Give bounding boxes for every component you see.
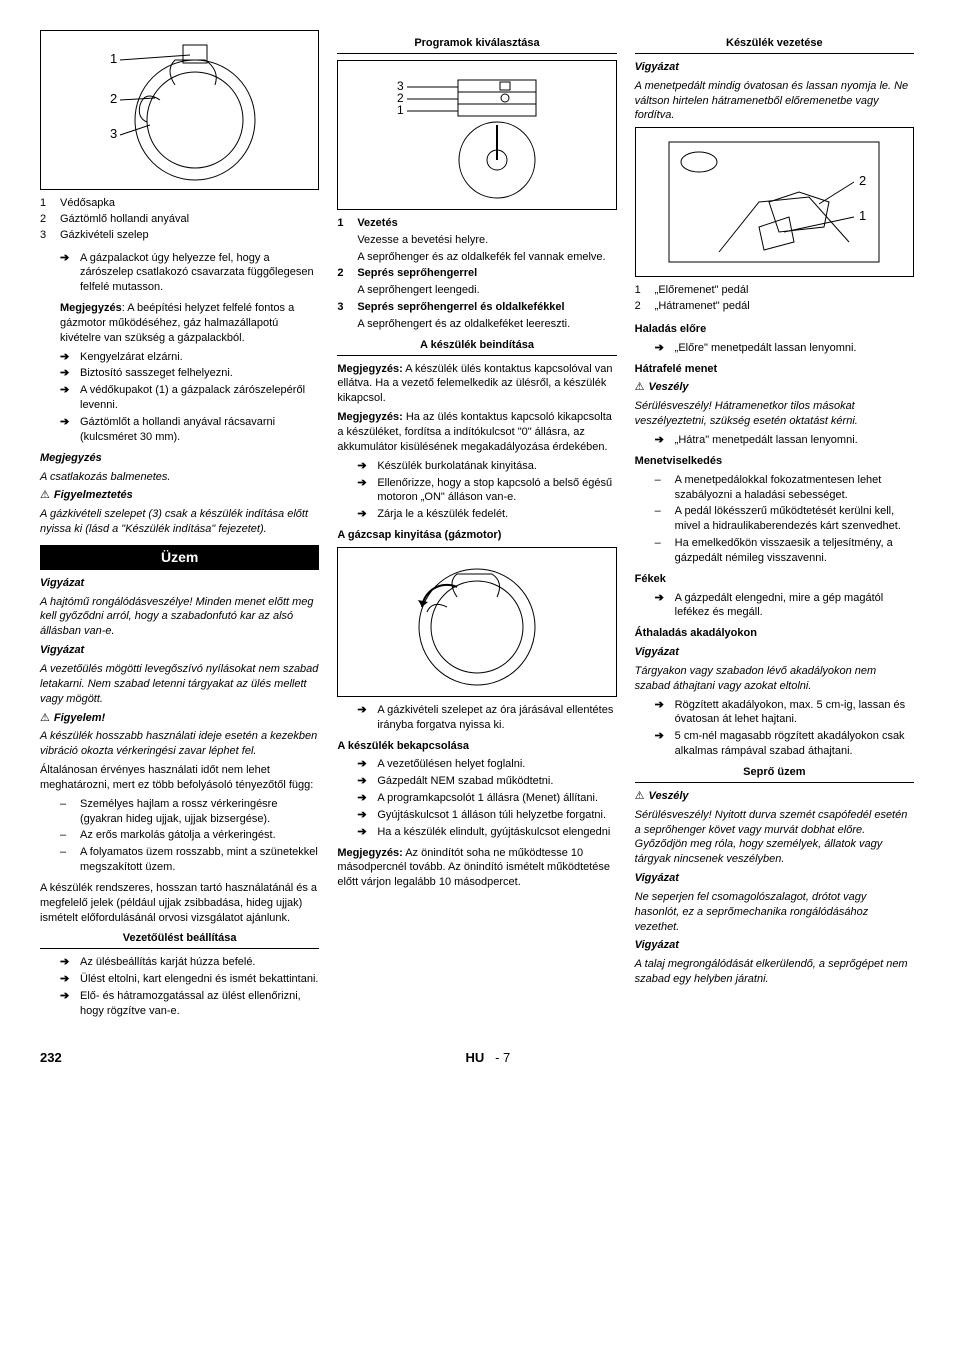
page-number-center: HU - 7 (465, 1049, 510, 1067)
dash-list: –A menetpedálokkal fokozatmentesen lehet… (635, 473, 914, 566)
note-body: A csatlakozás balmenetes. (40, 470, 319, 485)
bold-heading: Hátrafelé menet (635, 362, 914, 377)
diagram-gas-valve (337, 547, 616, 697)
bold-heading: A gázcsap kinyitása (gázmotor) (337, 528, 616, 543)
arrow-list: ➔„Előre" menetpedált lassan lenyomni. (635, 341, 914, 356)
arrow-list: ➔A gázpedált elengedni, mire a gép magát… (635, 591, 914, 621)
warning-heading: ⚠Veszély (635, 789, 914, 804)
page-columns: 1 2 3 1Védősapka2Gáztömlő hollandi anyáv… (40, 30, 914, 1025)
warning-body: Sérülésveszély! Hátramenetkor tilos máso… (635, 399, 914, 429)
warning-heading: ⚠Figyelem! (40, 711, 319, 726)
paragraph: Általánosan érvényes használati időt nem… (40, 763, 319, 793)
svg-text:1: 1 (859, 208, 866, 223)
dash-list: –Személyes hajlam a rossz vérkeringésre … (40, 797, 319, 875)
page-footer: 232 HU - 7 (40, 1049, 914, 1067)
numbered-list: 1VezetésVezesse a bevetési helyre.A sepr… (337, 216, 616, 332)
legend-1: 1Védősapka2Gáztömlő hollandi anyával3Gáz… (40, 196, 319, 243)
column-1: 1 2 3 1Védősapka2Gáztömlő hollandi anyáv… (40, 30, 319, 1025)
arrow-list: ➔A gázkivételi szelepet az óra járásával… (337, 703, 616, 733)
column-3: Készülék vezetése Vigyázat A menetpedált… (635, 30, 914, 1025)
arrow-list: ➔Készülék burkolatának kinyitása.➔Ellenő… (337, 459, 616, 522)
note-paragraph: Megjegyzés: Az önindítót soha ne működte… (337, 846, 616, 891)
caution-heading: Vigyázat (635, 645, 914, 660)
section-band: Üzem (40, 545, 319, 570)
bold-heading: Fékek (635, 572, 914, 587)
sub-heading: Vezetőülést beállítása (40, 931, 319, 949)
caution-heading: Vigyázat (635, 60, 914, 75)
page-number-left: 232 (40, 1049, 62, 1067)
caution-body: A talaj megrongálódását elkerülendő, a s… (635, 957, 914, 987)
bold-heading: Haladás előre (635, 322, 914, 337)
arrow-list: ➔A vezetőülésen helyet foglalni.➔Gázpedá… (337, 757, 616, 839)
svg-text:2: 2 (859, 173, 866, 188)
warning-heading: ⚠Figyelmeztetés (40, 488, 319, 503)
sub-heading: A készülék beindítása (337, 338, 616, 356)
svg-text:3: 3 (110, 126, 117, 141)
caution-heading: Vigyázat (635, 938, 914, 953)
warning-heading: ⚠Veszély (635, 380, 914, 395)
caution-heading: Vigyázat (40, 643, 319, 658)
arrow-list: ➔Az ülésbeállítás karját húzza befelé.➔Ü… (40, 955, 319, 1018)
warning-body: A gázkivételi szelepet (3) csak a készül… (40, 507, 319, 537)
warning-body: A készülék hosszabb használati ideje ese… (40, 729, 319, 759)
note-label: Megjegyzés (60, 302, 122, 314)
legend-3: 1„Előremenet" pedál2„Hátramenet" pedál (635, 283, 914, 314)
arrow-list: ➔Kengyelzárat elzárni.➔Biztosító sasszeg… (40, 350, 319, 445)
diagram-pedals: 2 1 (635, 127, 914, 277)
sub-heading: Seprő üzem (635, 765, 914, 783)
svg-text:1: 1 (397, 103, 404, 117)
note-heading: Megjegyzés (40, 451, 319, 466)
caution-heading: Vigyázat (635, 871, 914, 886)
arrow-list: ➔Rögzített akadályokon, max. 5 cm-ig, la… (635, 698, 914, 759)
arrow-list: ➔A gázpalackot úgy helyezze fel, hogy a … (40, 251, 319, 296)
note-paragraph: Megjegyzés: Ha az ülés kontaktus kapcsol… (337, 410, 616, 455)
warning-body: Sérülésveszély! Nyitott durva szemét csa… (635, 808, 914, 867)
bold-heading: Menetviselkedés (635, 454, 914, 469)
column-2: Programok kiválasztása 3 2 1 1VezetésVez… (337, 30, 616, 1025)
diagram-gas-cylinder: 1 2 3 (40, 30, 319, 190)
bold-heading: A készülék bekapcsolása (337, 739, 616, 754)
paragraph: A készülék rendszeres, hosszan tartó has… (40, 881, 319, 926)
note-paragraph: Megjegyzés: A készülék ülés kontaktus ka… (337, 362, 616, 407)
caution-heading: Vigyázat (40, 576, 319, 591)
caution-body: Tárgyakon vagy szabadon lévő akadályokon… (635, 664, 914, 694)
caution-body: Ne seperjen fel csomagolószalagot, dróto… (635, 890, 914, 935)
caution-body: A vezetőülés mögötti levegőszívó nyíláso… (40, 662, 319, 707)
caution-body: A menetpedált mindig óvatosan és lassan … (635, 79, 914, 124)
sub-heading: Készülék vezetése (635, 36, 914, 54)
arrow-list: ➔„Hátra" menetpedált lassan lenyomni. (635, 433, 914, 448)
svg-text:2: 2 (110, 91, 117, 106)
note-inline: Megjegyzés: A beépítési helyzet felfelé … (40, 301, 319, 346)
diagram-program-dial: 3 2 1 (337, 60, 616, 210)
sub-heading: Programok kiválasztása (337, 36, 616, 54)
svg-text:1: 1 (110, 51, 117, 66)
caution-body: A hajtómű rongálódásveszélye! Minden men… (40, 595, 319, 640)
bold-heading: Áthaladás akadályokon (635, 626, 914, 641)
